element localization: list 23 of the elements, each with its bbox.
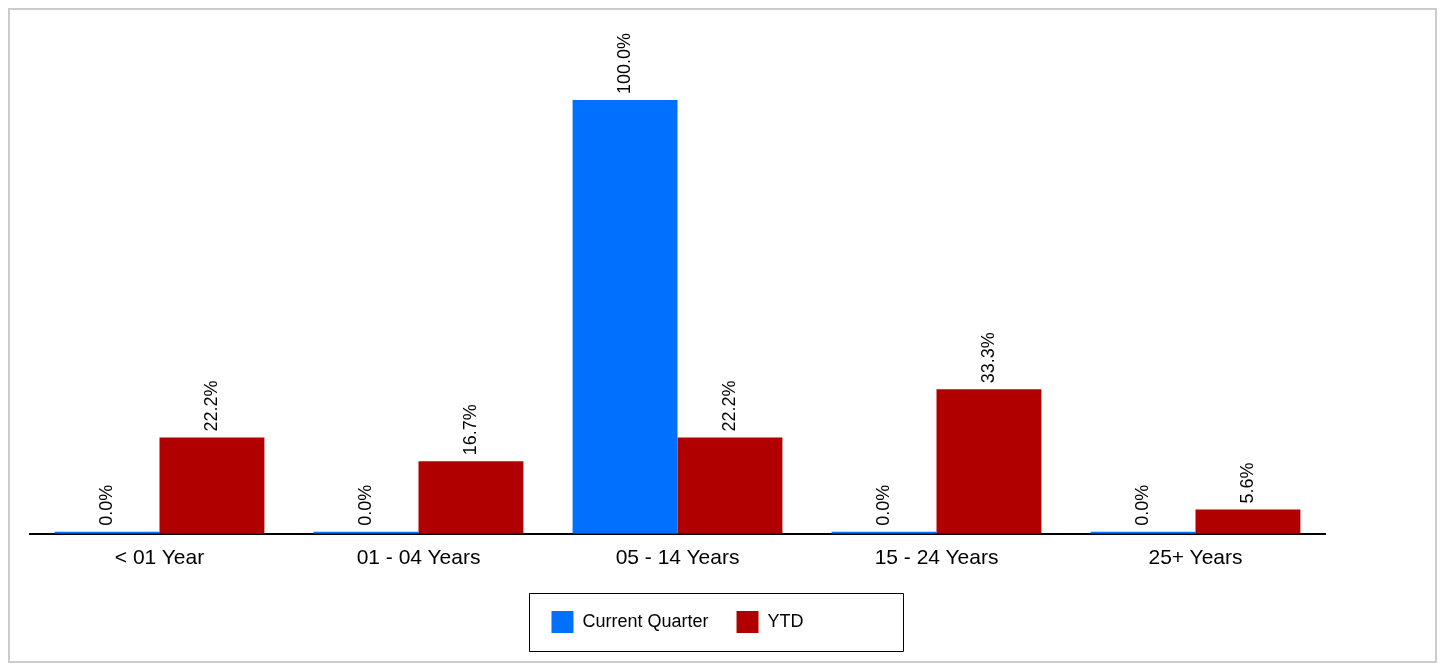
data-label: 0.0% bbox=[355, 484, 376, 526]
data-label: 100.0% bbox=[614, 32, 635, 94]
bar bbox=[572, 100, 678, 534]
data-label: 5.6% bbox=[1236, 462, 1257, 504]
x-tick-label: < 01 Year bbox=[114, 545, 205, 569]
x-tick-label: 15 - 24 Years bbox=[874, 545, 999, 569]
legend-label: Current Quarter bbox=[582, 610, 709, 631]
bar bbox=[418, 461, 524, 534]
legend-label: YTD bbox=[767, 610, 804, 631]
x-tick-label: 01 - 04 Years bbox=[356, 545, 481, 569]
data-label: 0.0% bbox=[96, 484, 117, 526]
bar bbox=[677, 437, 783, 534]
bar bbox=[936, 389, 1042, 534]
x-tick-label: 05 - 14 Years bbox=[615, 545, 740, 569]
x-tick-label: 25+ Years bbox=[1148, 545, 1243, 569]
data-label: 0.0% bbox=[873, 484, 894, 526]
data-label: 22.2% bbox=[200, 380, 221, 432]
data-label: 0.0% bbox=[1132, 484, 1153, 526]
bar bbox=[159, 437, 265, 534]
bar bbox=[1195, 509, 1301, 534]
data-label: 33.3% bbox=[977, 332, 998, 384]
data-label: 16.7% bbox=[459, 404, 480, 456]
data-label: 22.2% bbox=[718, 380, 739, 432]
